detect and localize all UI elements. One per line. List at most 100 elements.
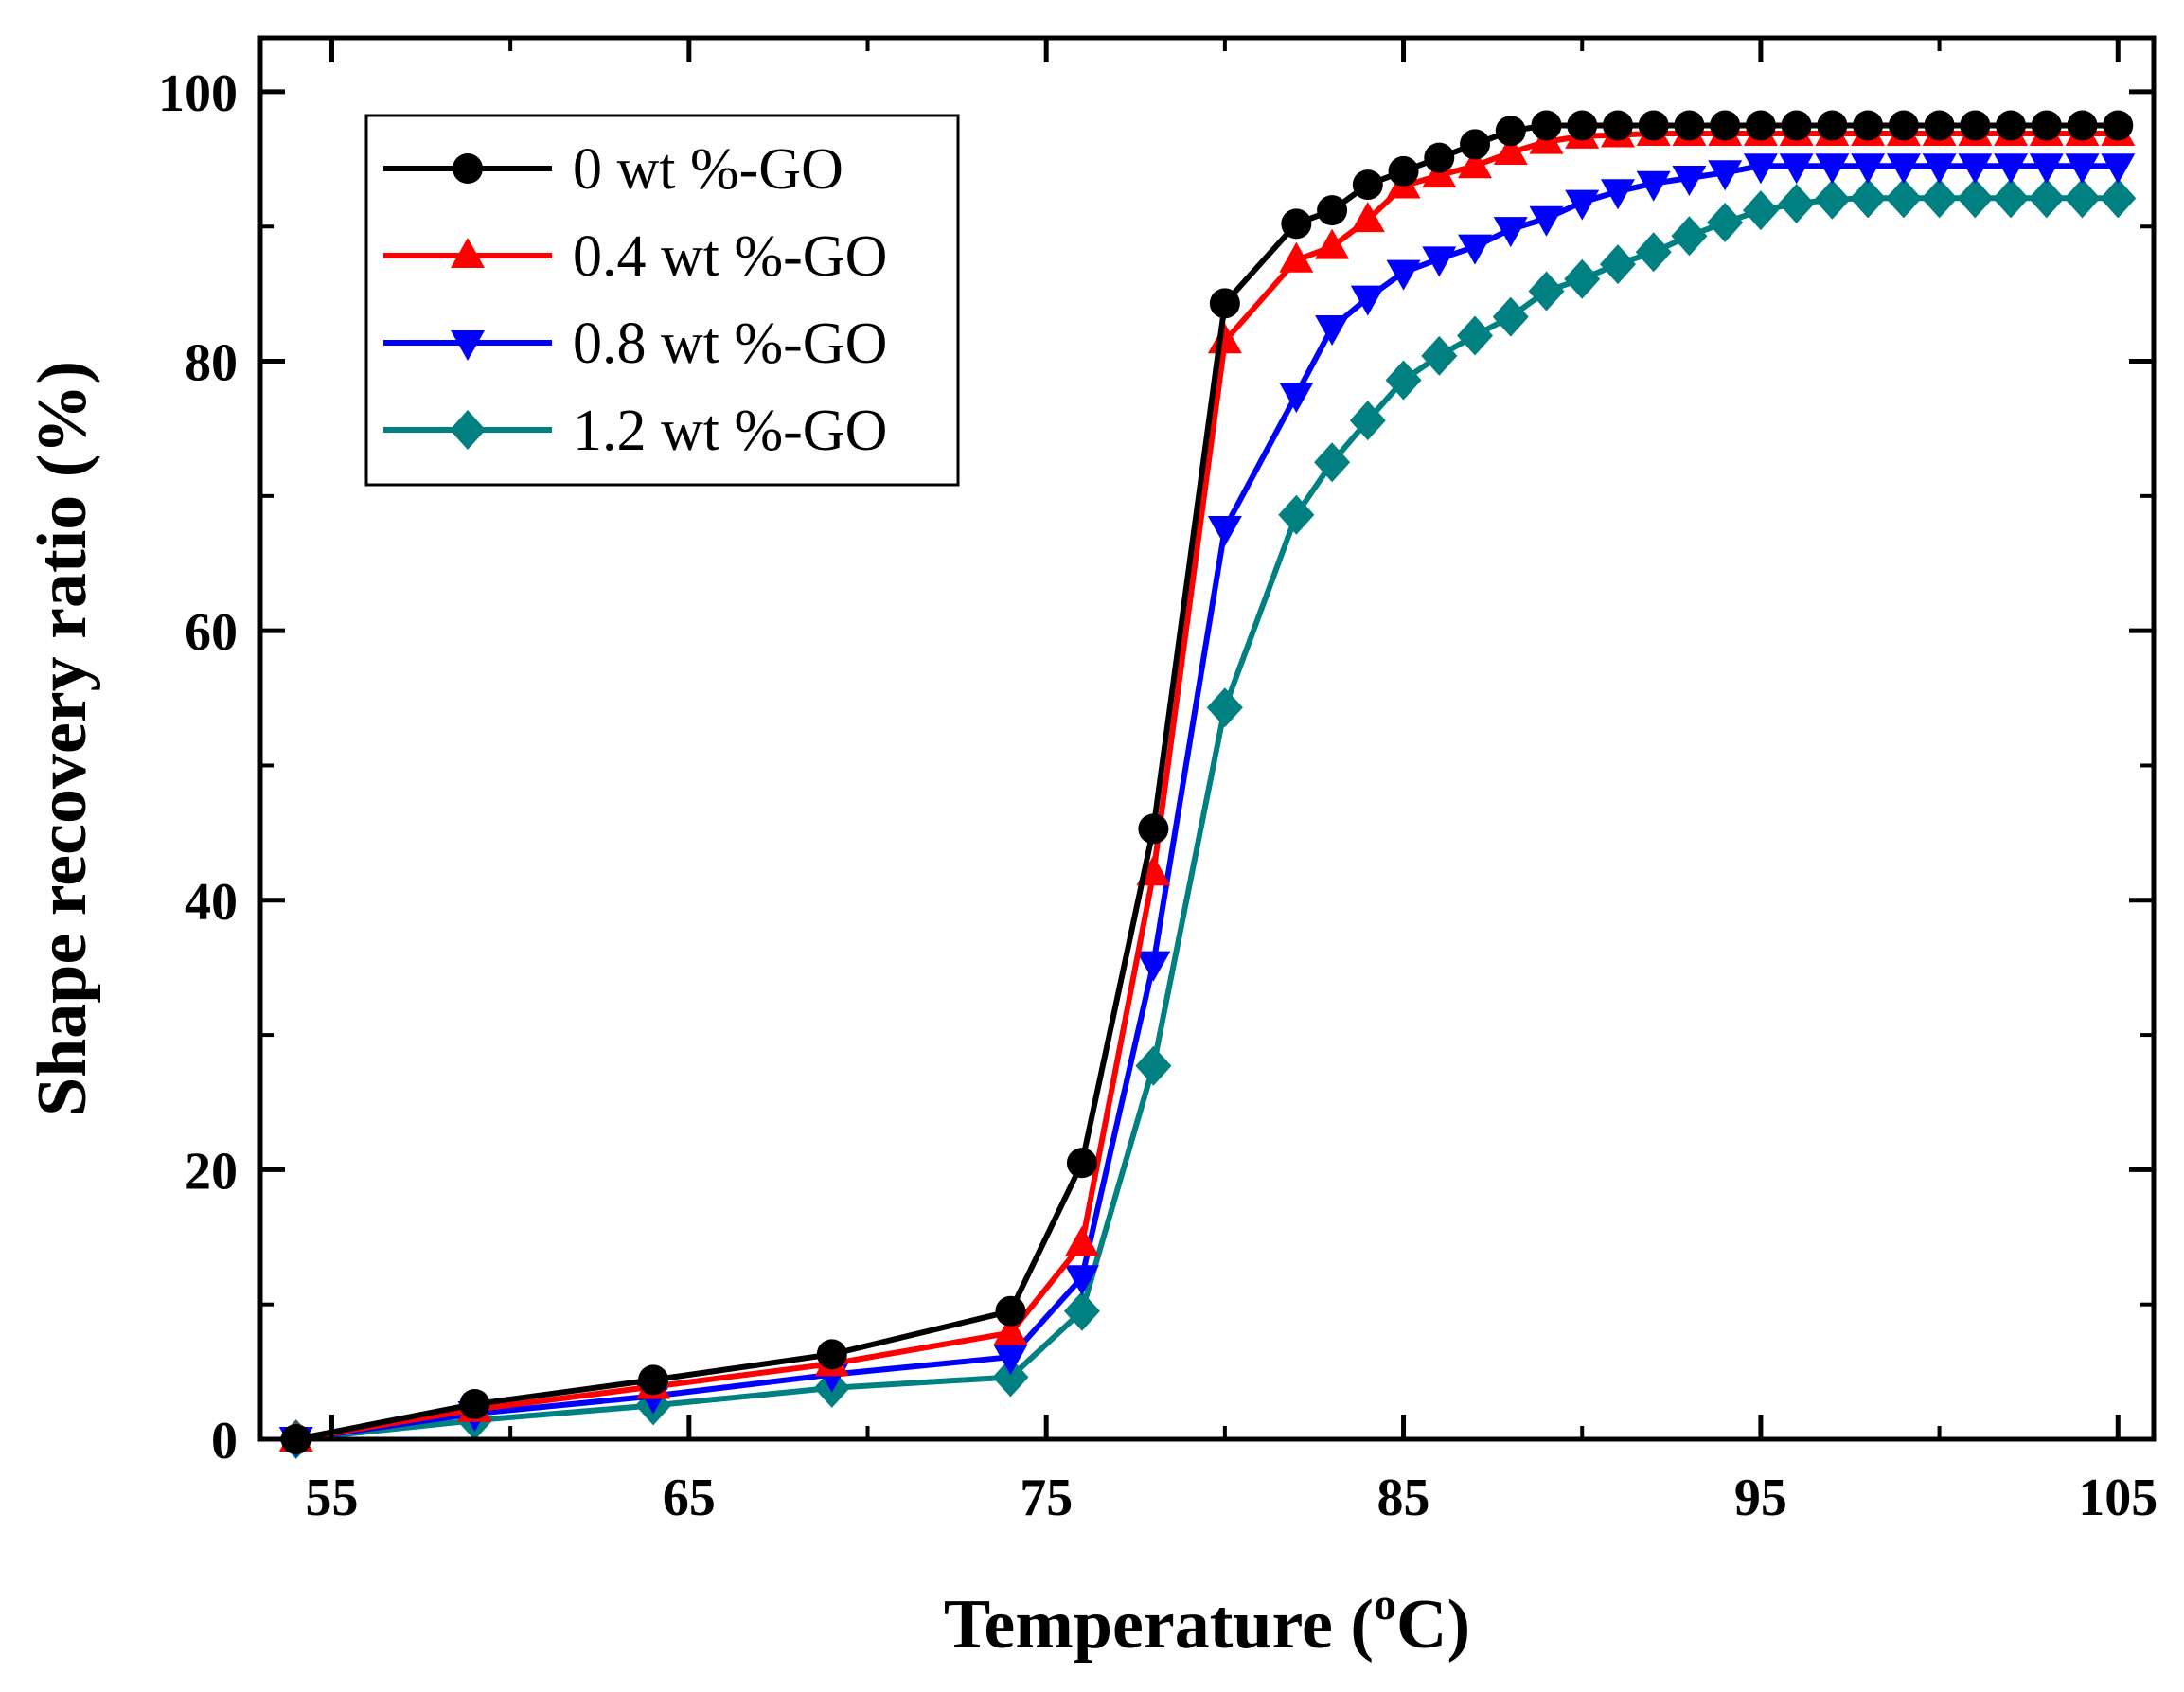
x-tick-label: 65 — [663, 1469, 716, 1527]
data-point — [1063, 1291, 1100, 1331]
data-point — [1281, 208, 1312, 240]
data-point — [1567, 110, 1598, 141]
data-point — [1135, 1045, 1172, 1086]
data-point — [1066, 1148, 1097, 1179]
y-tick-label: 40 — [185, 873, 238, 932]
data-point — [1279, 383, 1314, 414]
data-point — [1814, 179, 1851, 220]
data-point — [1421, 335, 1458, 376]
data-point — [1352, 169, 1383, 201]
data-point — [1815, 153, 1850, 185]
legend-label: 0.4 wt %-GO — [573, 224, 887, 289]
data-point — [1138, 813, 1169, 845]
data-point — [1636, 170, 1671, 202]
x-axis-title: Temperature (oC) — [944, 1579, 1470, 1664]
data-point — [1349, 401, 1386, 441]
y-tick-label: 0 — [211, 1412, 238, 1470]
data-point — [1458, 148, 1493, 179]
data-point — [1493, 134, 1528, 165]
data-point — [1996, 110, 2027, 141]
data-point — [1742, 190, 1779, 231]
legend-item: 1.2 wt %-GO — [383, 399, 887, 463]
data-point — [1350, 285, 1385, 316]
plot-frame — [257, 35, 2157, 1442]
data-point — [1778, 184, 1815, 224]
data-point — [1817, 110, 1848, 141]
data-point — [1424, 142, 1455, 173]
data-point — [2029, 153, 2064, 185]
x-tick-label: 95 — [1734, 1469, 1787, 1527]
data-point — [1206, 687, 1243, 728]
y-tick-label: 80 — [185, 334, 238, 393]
data-point — [1064, 1265, 1099, 1296]
series-layer — [277, 110, 2137, 1459]
data-point — [1853, 110, 1884, 141]
data-point — [1492, 296, 1529, 337]
data-point — [1458, 234, 1493, 265]
data-point — [1564, 258, 1601, 299]
data-point — [1707, 202, 1744, 242]
data-point — [993, 1314, 1028, 1345]
data-point — [2028, 178, 2065, 219]
data-point — [1350, 202, 1385, 233]
data-point — [1314, 442, 1351, 483]
legend-marker — [451, 238, 485, 268]
data-point — [1635, 232, 1672, 273]
data-point — [993, 1345, 1028, 1376]
legend-item: 0 wt %-GO — [383, 137, 843, 202]
y-tick-label: 60 — [185, 603, 238, 662]
data-point — [1531, 110, 1562, 141]
data-point — [1315, 314, 1350, 346]
ticks-layer: 55 65 75 85 95 105 0 20 40 60 80 100 — [158, 38, 2157, 1527]
data-point — [1136, 951, 1171, 982]
x-tick-label: 55 — [305, 1469, 358, 1527]
data-point — [638, 1364, 669, 1396]
data-point — [1745, 110, 1776, 141]
data-point — [992, 1357, 1029, 1398]
data-point — [2067, 110, 2098, 141]
data-point — [2065, 153, 2100, 185]
data-point — [1850, 178, 1887, 219]
data-point — [1599, 244, 1636, 285]
data-point — [2031, 110, 2062, 141]
legend-label: 0.8 wt %-GO — [573, 312, 887, 376]
data-point — [1495, 116, 1526, 147]
data-point — [1888, 110, 1919, 141]
legend-marker — [450, 410, 486, 450]
data-point — [1781, 110, 1812, 141]
y-tick-label: 100 — [158, 64, 238, 123]
data-point — [1638, 110, 1669, 141]
data-point — [816, 1339, 847, 1370]
data-point — [2103, 110, 2134, 141]
data-point — [2064, 178, 2101, 219]
legend: 0 wt %-GO 0.4 wt %-GO 0.8 wt %-GO 1.2 wt %-… — [364, 114, 960, 487]
data-point — [1710, 110, 1741, 141]
data-point — [1278, 494, 1315, 535]
data-point — [1958, 153, 1993, 185]
data-point — [1921, 178, 1958, 219]
legend-label: 1.2 wt %-GO — [573, 399, 887, 463]
data-point — [1493, 217, 1528, 248]
data-point — [1851, 153, 1886, 185]
x-tick-label: 75 — [1020, 1469, 1073, 1527]
legend-item: 0.4 wt %-GO — [383, 224, 887, 289]
data-point — [459, 1389, 490, 1419]
legend-item: 0.8 wt %-GO — [383, 312, 887, 376]
data-point — [1885, 178, 1922, 219]
data-point — [1743, 153, 1778, 185]
data-point — [1317, 195, 1348, 226]
data-point — [1209, 288, 1240, 319]
x-tick-label: 85 — [1377, 1469, 1430, 1527]
legend-marker — [453, 153, 483, 184]
data-point — [1385, 360, 1422, 401]
x-axis-title-superscript: o — [1374, 1579, 1396, 1630]
y-tick-label: 20 — [185, 1142, 238, 1201]
data-point — [1528, 271, 1565, 312]
data-point — [2101, 153, 2136, 185]
data-point — [1779, 153, 1814, 185]
data-point — [1924, 110, 1955, 141]
data-point — [1386, 259, 1421, 291]
data-point — [1994, 153, 2029, 185]
data-point — [1957, 178, 1994, 219]
